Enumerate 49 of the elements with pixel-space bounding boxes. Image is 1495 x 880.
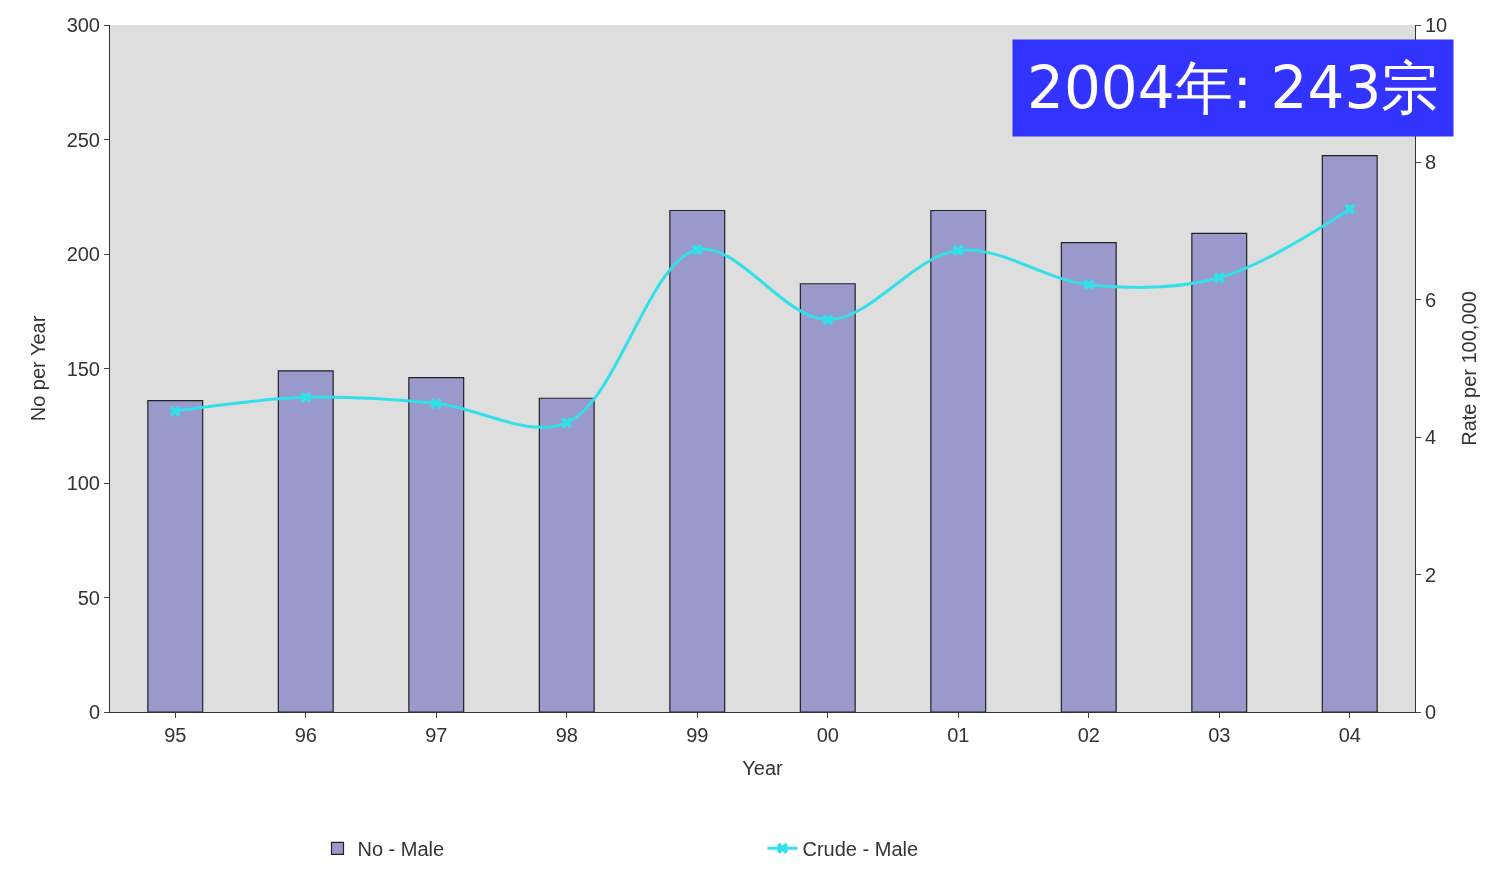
x-tick-label: 04 — [1338, 724, 1361, 746]
y2-tick-label: 10 — [1425, 14, 1448, 36]
bar — [930, 209, 987, 712]
x-tick-label: 03 — [1208, 724, 1231, 746]
y-tick-label: 100 — [66, 472, 100, 494]
y2-tick-label: 8 — [1425, 151, 1437, 174]
legend-label: Crude - Male — [802, 838, 919, 861]
y2-tick-label: 2 — [1425, 563, 1437, 586]
bar — [799, 283, 856, 712]
bar — [408, 377, 465, 712]
y2-axis-title: Rate per 100,000 — [1457, 291, 1480, 446]
y-tick-label: 50 — [77, 586, 100, 609]
y-axis-title: No per Year — [27, 315, 50, 422]
y-tick-label: 250 — [66, 128, 100, 151]
y2-tick-label: 6 — [1425, 288, 1437, 311]
point — [822, 314, 834, 326]
y2-tick-label: 4 — [1425, 426, 1437, 449]
bar — [1191, 232, 1248, 712]
bar — [538, 397, 595, 712]
point — [561, 417, 573, 429]
x-axis-title: Year — [742, 756, 784, 779]
point — [952, 244, 964, 256]
x-tick-label: 00 — [816, 724, 839, 746]
y-tick-label: 0 — [88, 701, 100, 723]
bar — [147, 399, 204, 712]
point — [691, 243, 703, 256]
point — [1083, 279, 1095, 291]
y2-tick-label: 0 — [1425, 701, 1437, 723]
bar — [277, 370, 334, 712]
y-tick-label: 150 — [66, 357, 100, 380]
y-tick-label: 300 — [66, 14, 100, 36]
point — [1213, 272, 1225, 284]
x-tick-label: 02 — [1077, 724, 1100, 746]
legend-label: No - Male — [357, 838, 445, 861]
point — [430, 397, 442, 410]
x-tick-label: 97 — [425, 724, 448, 746]
x-tick-label: 98 — [555, 724, 578, 746]
bar — [669, 209, 726, 712]
point — [300, 391, 312, 404]
x-tick-label: 99 — [686, 724, 709, 746]
bar — [1060, 241, 1117, 712]
x-tick-label: 95 — [164, 724, 187, 746]
y-tick-label: 200 — [66, 243, 100, 265]
point — [169, 405, 181, 417]
x-tick-label: 96 — [294, 724, 317, 746]
point — [1344, 203, 1356, 215]
annotation: 2004年: 243宗 — [1027, 54, 1440, 122]
bar — [1321, 154, 1378, 712]
x-tick-label: 01 — [947, 724, 970, 746]
